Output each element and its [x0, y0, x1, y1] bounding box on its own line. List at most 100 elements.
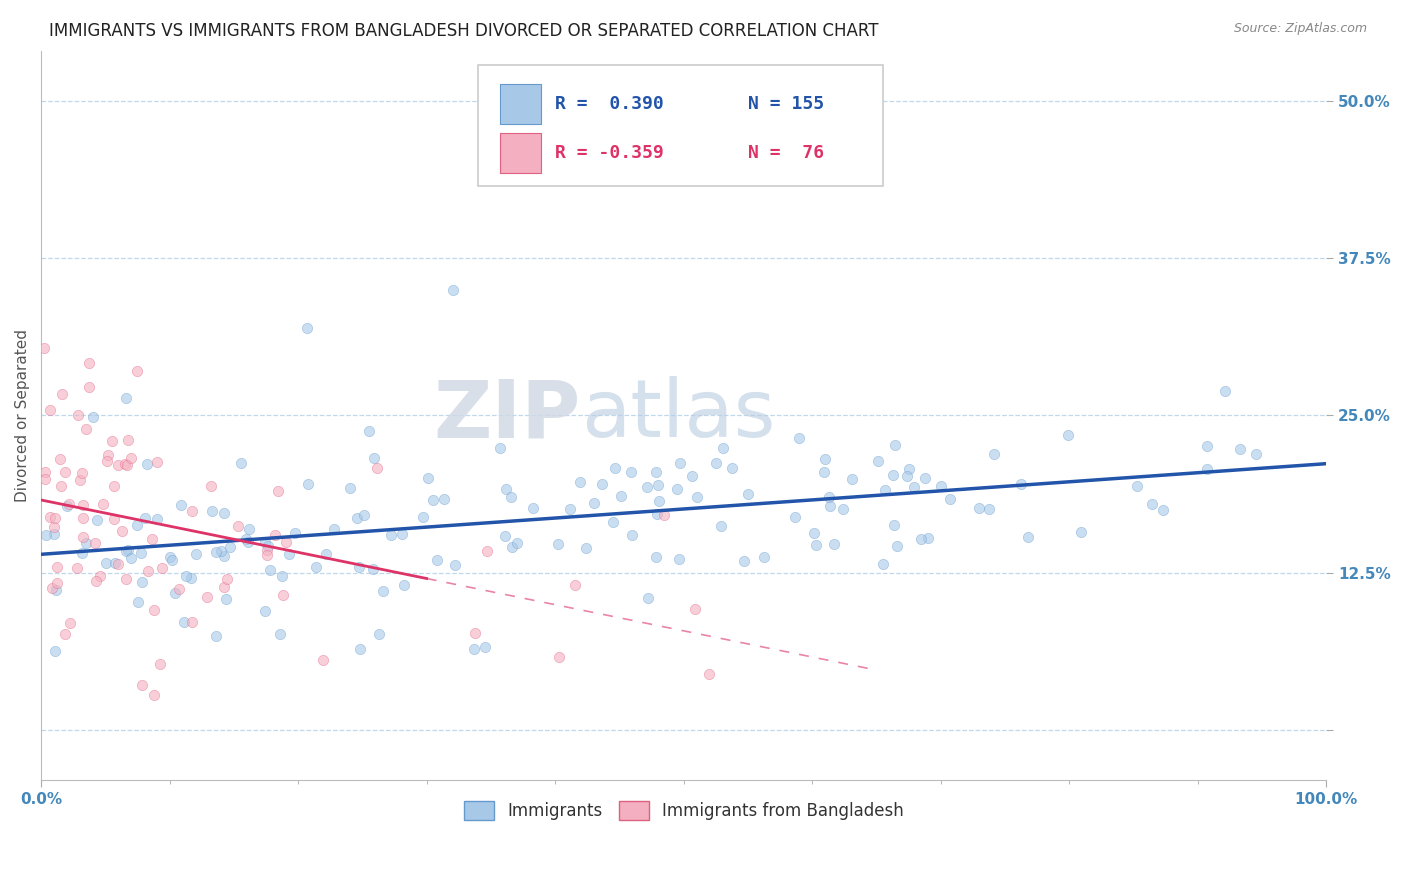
Point	[686, 490, 709, 504]
Point	[668, 456, 690, 470]
Point	[710, 518, 733, 533]
Point	[683, 602, 706, 616]
Point	[131, 574, 153, 589]
Point	[42, 527, 65, 541]
Point	[70, 546, 93, 560]
Point	[114, 457, 136, 471]
Point	[235, 533, 257, 547]
Point	[134, 511, 156, 525]
Point	[141, 532, 163, 546]
Point	[184, 547, 207, 561]
Point	[200, 479, 222, 493]
Point	[181, 504, 204, 518]
Point	[55, 499, 77, 513]
Point	[120, 550, 142, 565]
Point	[226, 519, 249, 533]
Point	[977, 502, 1000, 516]
Point	[195, 590, 218, 604]
Point	[665, 482, 688, 496]
Point	[883, 517, 905, 532]
Point	[1213, 384, 1236, 399]
Point	[42, 520, 65, 534]
Point	[499, 490, 522, 504]
Point	[41, 582, 63, 596]
Point	[145, 455, 167, 469]
Y-axis label: Divorced or Separated: Divorced or Separated	[15, 329, 30, 502]
Point	[347, 560, 370, 574]
Point	[645, 465, 668, 479]
Point	[522, 500, 544, 515]
Point	[637, 591, 659, 606]
Text: ZIP: ZIP	[433, 376, 581, 455]
Point	[214, 506, 236, 520]
Text: N =  76: N = 76	[748, 144, 824, 161]
Point	[163, 586, 186, 600]
Point	[463, 642, 485, 657]
Point	[66, 408, 89, 422]
Point	[1010, 477, 1032, 491]
Point	[150, 560, 173, 574]
Point	[917, 531, 939, 545]
Point	[51, 387, 73, 401]
Point	[488, 441, 510, 455]
Point	[115, 544, 138, 558]
Point	[201, 504, 224, 518]
Point	[269, 626, 291, 640]
Point	[967, 500, 990, 515]
Point	[583, 496, 606, 510]
Point	[159, 549, 181, 564]
Point	[44, 511, 66, 525]
Point	[322, 522, 344, 536]
Point	[697, 667, 720, 681]
Point	[464, 625, 486, 640]
Point	[103, 556, 125, 570]
Point	[813, 465, 835, 479]
Point	[711, 442, 734, 456]
Point	[783, 509, 806, 524]
Point	[938, 492, 960, 507]
Point	[127, 517, 149, 532]
Point	[426, 553, 449, 567]
Point	[363, 450, 385, 465]
Point	[474, 640, 496, 654]
Point	[75, 422, 97, 436]
Point	[704, 456, 727, 470]
Point	[339, 481, 361, 495]
Point	[903, 480, 925, 494]
Point	[259, 563, 281, 577]
Point	[84, 536, 107, 550]
Point	[806, 538, 828, 552]
Point	[231, 456, 253, 470]
Point	[38, 510, 60, 524]
Point	[101, 434, 124, 448]
Point	[46, 576, 69, 591]
Point	[86, 574, 108, 588]
Point	[143, 688, 166, 702]
Point	[897, 462, 920, 476]
Point	[49, 451, 72, 466]
Point	[238, 522, 260, 536]
Point	[45, 559, 67, 574]
Point	[818, 499, 841, 513]
Point	[271, 568, 294, 582]
Point	[910, 532, 932, 546]
Point	[218, 540, 240, 554]
Point	[173, 615, 195, 629]
Point	[212, 580, 235, 594]
Point	[681, 468, 703, 483]
Point	[103, 479, 125, 493]
Point	[494, 529, 516, 543]
Point	[620, 465, 643, 479]
Point	[117, 543, 139, 558]
Point	[602, 515, 624, 529]
Point	[648, 494, 671, 508]
Text: R =  0.390: R = 0.390	[555, 95, 664, 113]
Point	[564, 578, 586, 592]
Point	[96, 453, 118, 467]
Point	[127, 364, 149, 378]
Point	[180, 571, 202, 585]
Point	[636, 480, 658, 494]
Point	[477, 544, 499, 558]
Point	[45, 583, 67, 598]
Point	[142, 603, 165, 617]
